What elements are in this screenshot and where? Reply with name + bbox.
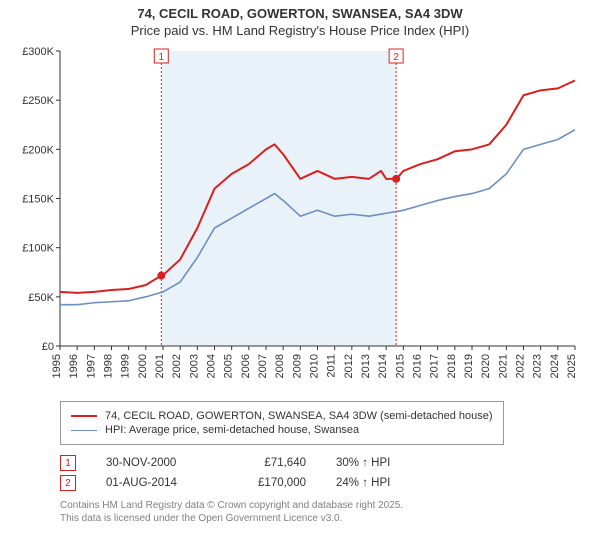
svg-text:2009: 2009 xyxy=(291,354,303,378)
svg-text:2014: 2014 xyxy=(377,354,389,378)
marker-row: 1 30-NOV-2000 £71,640 30% ↑ HPI xyxy=(60,455,580,471)
svg-text:2022: 2022 xyxy=(515,354,527,378)
chart-svg: £0 £50K £100K £150K £200K £250K £300K 1995 1996 1… xyxy=(20,46,580,386)
marker-pct: 24% ↑ HPI xyxy=(336,477,426,489)
svg-text:£300K: £300K xyxy=(22,46,54,58)
svg-text:2005: 2005 xyxy=(223,354,235,378)
marker-row: 2 01-AUG-2014 £170,000 24% ↑ HPI xyxy=(60,475,580,491)
svg-text:1996: 1996 xyxy=(68,354,80,378)
page-container: 74, CECIL ROAD, GOWERTON, SWANSEA, SA4 3… xyxy=(20,0,580,560)
marker-price: £71,640 xyxy=(236,457,306,469)
svg-text:2016: 2016 xyxy=(412,354,424,378)
legend-label-hpi: HPI: Average price, semi-detached house,… xyxy=(105,424,359,436)
marker-date: 01-AUG-2014 xyxy=(106,477,206,489)
marker-id-box: 1 xyxy=(60,455,76,471)
svg-text:2018: 2018 xyxy=(446,354,458,378)
svg-text:2: 2 xyxy=(393,52,399,63)
svg-text:2011: 2011 xyxy=(326,354,338,378)
marker-price: £170,000 xyxy=(236,477,306,489)
footer-line-2: This data is licensed under the Open Gov… xyxy=(60,512,580,525)
svg-text:1995: 1995 xyxy=(51,354,63,378)
svg-text:1999: 1999 xyxy=(120,354,132,378)
svg-text:2015: 2015 xyxy=(394,354,406,378)
svg-text:2013: 2013 xyxy=(360,354,372,378)
footer-attribution: Contains HM Land Registry data © Crown c… xyxy=(60,499,580,525)
marker-table: 1 30-NOV-2000 £71,640 30% ↑ HPI 2 01-AUG-2014… xyxy=(60,455,580,491)
svg-text:1998: 1998 xyxy=(103,354,115,378)
svg-text:2002: 2002 xyxy=(171,354,183,378)
svg-text:£50K: £50K xyxy=(28,292,54,304)
svg-text:2007: 2007 xyxy=(257,354,269,378)
svg-text:2004: 2004 xyxy=(206,354,218,378)
svg-text:1997: 1997 xyxy=(85,354,97,378)
svg-text:2025: 2025 xyxy=(566,354,578,378)
svg-text:£200K: £200K xyxy=(22,144,54,156)
svg-text:2023: 2023 xyxy=(532,354,544,378)
svg-text:2012: 2012 xyxy=(343,354,355,378)
svg-text:2008: 2008 xyxy=(274,354,286,378)
svg-text:2024: 2024 xyxy=(549,354,561,378)
svg-text:2003: 2003 xyxy=(188,354,200,378)
svg-text:2001: 2001 xyxy=(154,354,166,378)
svg-text:2020: 2020 xyxy=(480,354,492,378)
svg-text:£0: £0 xyxy=(42,341,54,353)
price-chart: £0 £50K £100K £150K £200K £250K £300K 1995 1996 1… xyxy=(20,46,580,391)
legend-box: 74, CECIL ROAD, GOWERTON, SWANSEA, SA4 3… xyxy=(60,401,504,445)
svg-text:1: 1 xyxy=(159,52,165,63)
svg-text:2021: 2021 xyxy=(497,354,509,378)
svg-text:£250K: £250K xyxy=(22,95,54,107)
title-line-2: Price paid vs. HM Land Registry's House … xyxy=(20,21,580,38)
svg-text:2006: 2006 xyxy=(240,354,252,378)
svg-text:£150K: £150K xyxy=(22,194,54,206)
svg-text:£100K: £100K xyxy=(22,243,54,255)
marker-pct: 30% ↑ HPI xyxy=(336,457,426,469)
svg-text:2017: 2017 xyxy=(429,354,441,378)
svg-text:2010: 2010 xyxy=(309,354,321,378)
footer-line-1: Contains HM Land Registry data © Crown c… xyxy=(60,499,580,512)
legend-row-series-1: 74, CECIL ROAD, GOWERTON, SWANSEA, SA4 3… xyxy=(71,410,493,422)
marker-id-box: 2 xyxy=(60,475,76,491)
marker-date: 30-NOV-2000 xyxy=(106,457,206,469)
title-line-1: 74, CECIL ROAD, GOWERTON, SWANSEA, SA4 3… xyxy=(20,0,580,21)
legend-swatch-hpi xyxy=(71,430,97,431)
legend-row-series-2: HPI: Average price, semi-detached house,… xyxy=(71,424,493,436)
svg-text:2000: 2000 xyxy=(137,354,149,378)
svg-text:2019: 2019 xyxy=(463,354,475,378)
legend-swatch-price-paid xyxy=(71,415,97,417)
legend-label-price-paid: 74, CECIL ROAD, GOWERTON, SWANSEA, SA4 3… xyxy=(105,410,493,422)
